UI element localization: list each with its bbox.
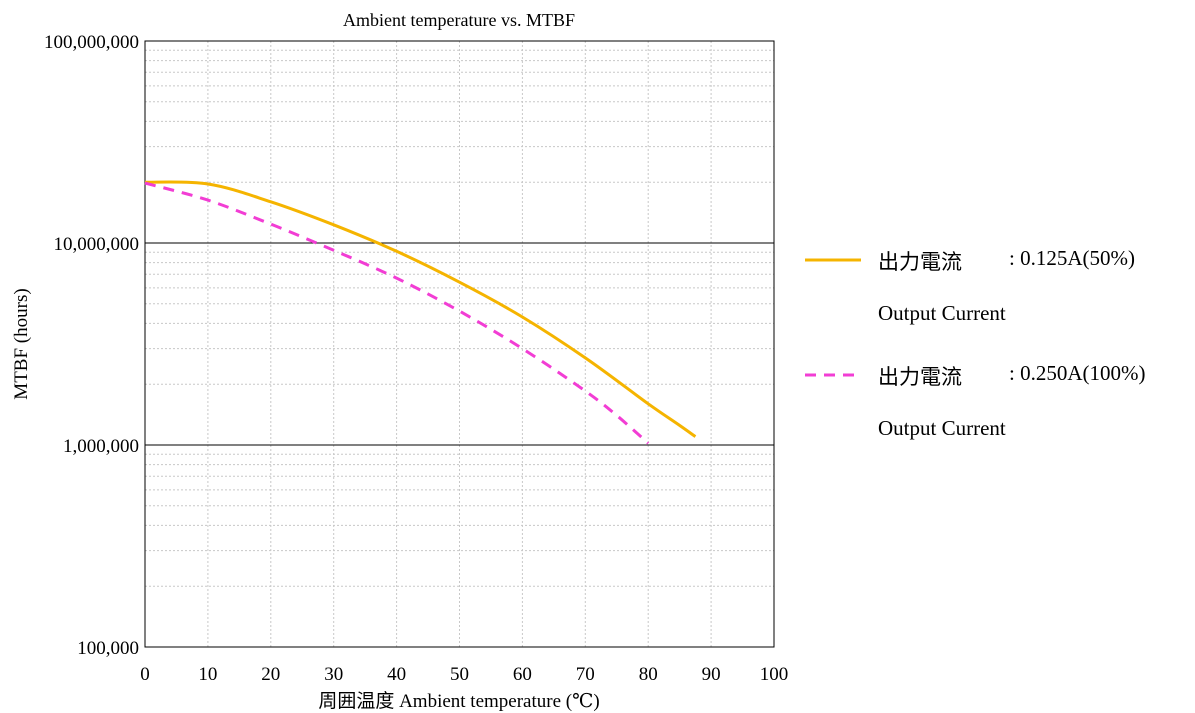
y-tick-label: 100,000 <box>77 638 139 659</box>
legend-sublabel: Output Current <box>878 301 1006 325</box>
x-tick-label: 10 <box>198 664 217 685</box>
x-tick-label: 20 <box>261 664 280 685</box>
x-tick-label: 80 <box>639 664 658 685</box>
minor-gridlines <box>145 41 774 647</box>
x-axis-ticks: 0 10 20 30 40 50 60 70 80 90 100 <box>140 664 788 685</box>
x-tick-label: 60 <box>513 664 532 685</box>
legend: 出力電流 : 0.125A(50%) Output Current 出力電流 :… <box>805 240 1185 470</box>
series-line-1 <box>144 181 650 445</box>
chart-title: Ambient temperature vs. MTBF <box>343 10 575 30</box>
x-tick-label: 30 <box>324 664 343 685</box>
legend-label: 出力電流 <box>878 250 962 274</box>
x-tick-label: 90 <box>702 664 721 685</box>
y-tick-label: 10,000,000 <box>54 234 140 255</box>
series-layer <box>144 180 697 445</box>
x-axis-label: 周囲温度 Ambient temperature (℃) <box>318 690 599 712</box>
x-tick-label: 40 <box>387 664 406 685</box>
y-axis-ticks: 100,000 1,000,000 10,000,000 100,000,000 <box>44 32 139 659</box>
legend-sublabel: Output Current <box>878 416 1006 440</box>
legend-value: : 0.125A(50%) <box>1009 246 1135 270</box>
major-gridlines <box>145 242 774 446</box>
x-tick-label: 70 <box>576 664 595 685</box>
x-tick-label: 100 <box>760 664 789 685</box>
legend-label: 出力電流 <box>878 365 962 389</box>
legend-swatch-solid <box>805 258 861 262</box>
plot-frame <box>144 40 775 648</box>
legend-entry-100: 出力電流 : 0.250A(100%) Output Current <box>805 355 1185 470</box>
x-tick-label: 0 <box>140 664 150 685</box>
y-tick-label: 100,000,000 <box>44 32 139 53</box>
x-tick-label: 50 <box>450 664 469 685</box>
legend-value: : 0.250A(100%) <box>1009 361 1146 385</box>
legend-swatch-dashed <box>805 373 861 377</box>
y-axis-label: MTBF (hours) <box>11 288 32 399</box>
series-line-0 <box>144 180 697 438</box>
y-tick-label: 1,000,000 <box>63 436 139 457</box>
legend-entry-50: 出力電流 : 0.125A(50%) Output Current <box>805 240 1185 355</box>
